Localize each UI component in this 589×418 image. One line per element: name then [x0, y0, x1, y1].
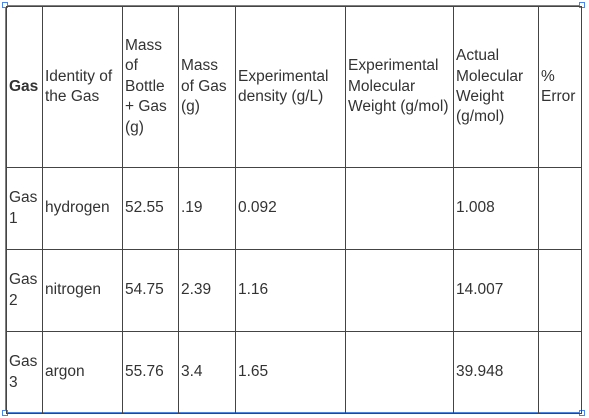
cell-experimental-density[interactable]: 0.092	[235, 167, 346, 250]
cell-mass-bottle-gas[interactable]: 54.75	[122, 249, 179, 332]
header-actual-mw[interactable]: Actual Molecular Weight (g/mol)	[453, 6, 539, 168]
cell-actual-mw[interactable]: 39.948	[453, 331, 539, 414]
cell-actual-mw[interactable]: 14.007	[453, 249, 539, 332]
cell-mass-bottle-gas[interactable]: 55.76	[122, 331, 179, 414]
table-row: Gas 1 hydrogen 52.55 .19 0.092 1.008	[6, 167, 582, 250]
cell-identity[interactable]: hydrogen	[42, 167, 123, 250]
cell-mass-gas[interactable]: 2.39	[178, 249, 236, 332]
header-identity[interactable]: Identity of the Gas	[42, 6, 123, 168]
cell-mass-gas[interactable]: .19	[178, 167, 236, 250]
header-mass-bottle-gas[interactable]: Mass of Bottle + Gas (g)	[122, 6, 179, 168]
cell-experimental-mw[interactable]	[345, 249, 454, 332]
cell-gas-label[interactable]: Gas 2	[6, 249, 43, 332]
header-gas[interactable]: Gas	[6, 6, 43, 168]
cell-experimental-mw[interactable]	[345, 331, 454, 414]
cell-identity[interactable]: nitrogen	[42, 249, 123, 332]
cell-percent-error[interactable]	[538, 167, 582, 250]
cell-gas-label[interactable]: Gas 3	[6, 331, 43, 414]
gas-data-table: Gas Identity of the Gas Mass of Bottle +…	[6, 6, 582, 414]
resize-handle-top-left[interactable]	[2, 2, 8, 8]
cell-gas-label[interactable]: Gas 1	[6, 167, 43, 250]
cell-percent-error[interactable]	[538, 331, 582, 414]
table-row: Gas 3 argon 55.76 3.4 1.65 39.948	[6, 331, 582, 414]
cell-actual-mw[interactable]: 1.008	[453, 167, 539, 250]
header-percent-error[interactable]: % Error	[538, 6, 582, 168]
header-experimental-density[interactable]: Experimental density (g/L)	[235, 6, 346, 168]
cell-experimental-mw[interactable]	[345, 167, 454, 250]
cell-mass-bottle-gas[interactable]: 52.55	[122, 167, 179, 250]
header-mass-gas[interactable]: Mass of Gas (g)	[178, 6, 236, 168]
table-row: Gas 2 nitrogen 54.75 2.39 1.16 14.007	[6, 249, 582, 332]
table-header-row: Gas Identity of the Gas Mass of Bottle +…	[6, 6, 582, 168]
cell-experimental-density[interactable]: 1.65	[235, 331, 346, 414]
cell-identity[interactable]: argon	[42, 331, 123, 414]
cell-percent-error[interactable]	[538, 249, 582, 332]
header-experimental-mw[interactable]: Experimental Molecular Weight (g/mol)	[345, 6, 454, 168]
cell-mass-gas[interactable]: 3.4	[178, 331, 236, 414]
cell-experimental-density[interactable]: 1.16	[235, 249, 346, 332]
resize-handle-top-right[interactable]	[579, 2, 585, 8]
